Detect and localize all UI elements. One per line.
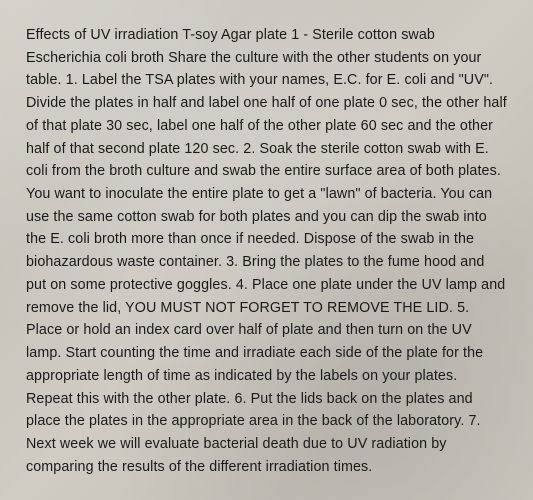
document-body: Effects of UV irradiation T-soy Agar pla…: [26, 24, 507, 478]
